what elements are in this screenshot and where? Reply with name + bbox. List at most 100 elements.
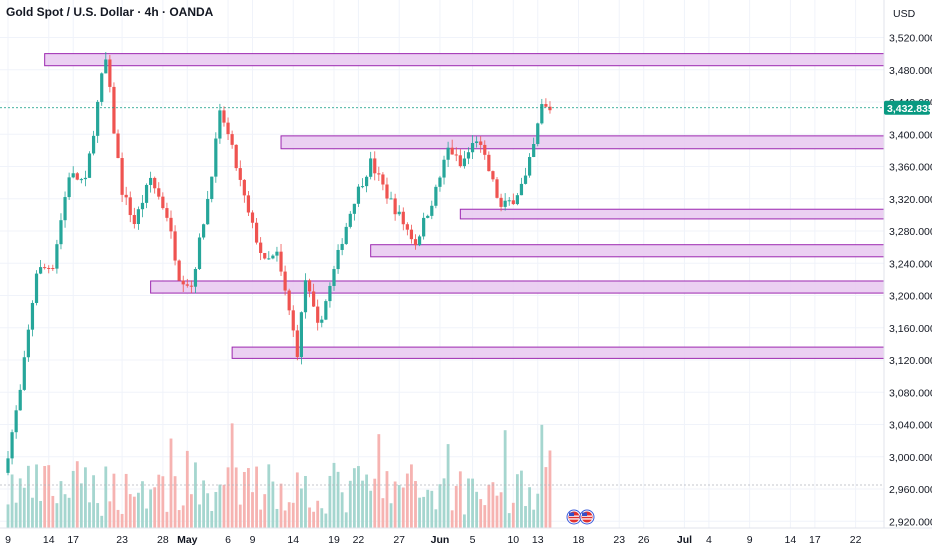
candle-body [144,184,149,203]
time-tick-label: 22 [353,534,365,546]
volume-bar [51,495,55,528]
candle-body [132,215,136,225]
candle-body [120,158,124,195]
candle-body [377,173,381,175]
volume-bar [393,481,397,528]
price-zone-rectangle[interactable] [459,208,885,220]
price-zone-rectangle[interactable] [280,135,885,150]
volume-bar [340,492,344,528]
price-zone-rectangle[interactable] [370,244,885,258]
time-tick-label: Jun [431,534,450,546]
price-tick-label: 3,160.000 [889,323,932,335]
us-event-flags[interactable] [566,509,595,525]
last-price-tag: 3,432.835 [884,100,932,115]
volume-bar [39,500,42,528]
price-tick-label: 2,920.000 [889,516,932,528]
candle-body [507,200,511,202]
us-flag-icon[interactable] [566,509,582,525]
volume-bar [271,481,275,528]
volume-bar [410,464,413,528]
us-flag-icon[interactable] [579,509,595,525]
candle-body [226,122,230,135]
volume-bar [418,497,421,528]
volume-bar [165,511,169,528]
candle-body [79,179,83,181]
candle-body [75,173,79,180]
time-tick-label: 22 [850,534,862,546]
candle-body [475,141,479,144]
volume-bar [507,513,511,528]
price-tick-label: 3,240.000 [889,258,932,270]
candle-body [544,104,548,107]
price-zone-rectangle[interactable] [44,53,885,67]
candle-body [356,186,361,204]
candle-body [430,205,434,216]
candle-body [389,198,393,200]
candle-body [222,110,226,123]
time-tick-label: 9 [250,534,256,546]
volume-bar [352,468,356,528]
candle-body [112,86,116,134]
candle-body [149,177,153,185]
candle-body [438,177,442,187]
candle-body [30,302,35,330]
time-tick-label: 5 [470,534,476,546]
volume-bar [287,502,291,528]
volume-bar [377,434,381,528]
candle-body [483,144,487,155]
volume-bar [373,478,377,528]
volume-bar [234,467,238,528]
volume-bar [487,484,491,528]
candle-body [409,229,414,240]
volume-bar [157,474,161,528]
candle-body [454,154,458,156]
candle-body [462,158,466,167]
candle-body [360,186,365,188]
price-tick-label: 3,480.000 [889,65,932,77]
volume-bar [348,480,352,528]
candle-body [116,133,120,159]
candle-body [63,197,67,221]
time-tick-label: 26 [638,534,650,546]
candle-body [434,186,438,206]
time-tick-label: 18 [573,534,585,546]
volume-bar [279,483,283,528]
volume-bar [92,475,95,528]
candle-body [540,104,544,124]
price-zone-rectangle[interactable] [150,280,885,294]
candle-body [332,269,336,286]
candle-body [157,188,161,197]
volume-bar [169,438,173,528]
candle-body [405,224,409,230]
volume-bar [22,487,26,528]
volume-bar [84,467,87,528]
currency-label[interactable]: USD [893,8,916,20]
candle-body [91,135,96,154]
volume-bar [181,505,185,528]
volume-bar [483,505,487,528]
volume-bar [242,471,246,528]
volume-bar [434,509,438,528]
volume-bar [300,488,303,528]
candle-body [295,330,299,357]
volume-bar [381,498,385,528]
volume-bar [344,512,348,528]
candle-body [458,155,462,167]
volume-bar [422,496,426,528]
candle-body [51,267,55,269]
candle-body [47,267,51,269]
time-tick-label: 9 [5,534,11,546]
price-zone-rectangle[interactable] [231,346,885,359]
time-tick-label: 14 [287,534,299,546]
time-axis[interactable]: 9 14 17 23 28 May 6 9 14 19 22 27 Jun 5 10 13 18 23 26 Jul 4… [5,534,862,546]
volume-bars [6,423,552,528]
candle-body [487,154,491,172]
candle-body [136,209,140,225]
candle-body [303,280,308,313]
candle-body [26,329,30,358]
candle-body [536,123,540,144]
candle-body [22,357,26,390]
volume-bar [479,499,483,528]
volume-bar [222,484,226,528]
